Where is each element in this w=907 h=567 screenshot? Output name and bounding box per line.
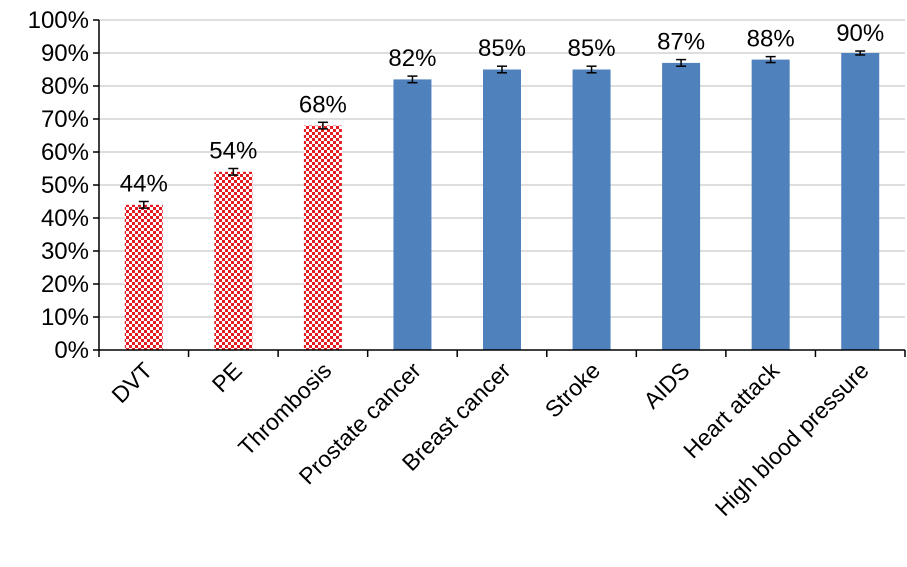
bar-pe: [214, 171, 253, 350]
data-label: 90%: [836, 20, 884, 47]
y-tick-label: 80%: [41, 73, 89, 100]
category-label: Stroke: [540, 357, 605, 422]
data-labels: 44% 54% 68% 82% 85% 85% 87% 88% 90%: [120, 20, 884, 197]
bar-heart-attack: [751, 59, 790, 350]
bar-high-blood-pressure: [841, 53, 880, 350]
data-label: 44%: [120, 171, 168, 198]
y-tick-label: 50%: [41, 172, 89, 199]
y-tick-label: 70%: [41, 106, 89, 133]
y-tick-labels: 0% 10% 20% 30% 40% 50% 60% 70% 80% 90% 100%: [28, 7, 89, 364]
y-tick-label: 10%: [41, 304, 89, 331]
data-label: 85%: [478, 35, 526, 62]
bars: [124, 53, 880, 351]
bar-aids: [662, 62, 701, 351]
y-tick-label: 60%: [41, 139, 89, 166]
category-label: DVT: [106, 357, 157, 408]
data-label: 85%: [568, 35, 616, 62]
bar-prostate-cancer: [393, 79, 432, 351]
category-label: High blood pressure: [710, 357, 874, 521]
axes: [93, 19, 906, 357]
bar-dvt: [124, 204, 163, 350]
y-tick-label: 100%: [28, 7, 89, 34]
error-bars: [138, 50, 866, 209]
y-tick-label: 20%: [41, 271, 89, 298]
data-label: 87%: [657, 29, 705, 56]
data-label: 68%: [299, 91, 347, 118]
bar-stroke: [572, 69, 611, 350]
bar-thrombosis: [303, 125, 342, 350]
category-label: AIDS: [638, 357, 694, 413]
y-tick-label: 30%: [41, 238, 89, 265]
bar-breast-cancer: [483, 69, 521, 350]
data-label: 54%: [209, 138, 257, 165]
y-tick-label: 40%: [41, 205, 89, 232]
y-tick-label: 90%: [41, 40, 89, 67]
category-label: PE: [207, 357, 247, 397]
data-label: 82%: [388, 45, 436, 72]
y-tick-label: 0%: [54, 337, 89, 364]
data-label: 88%: [747, 26, 795, 53]
